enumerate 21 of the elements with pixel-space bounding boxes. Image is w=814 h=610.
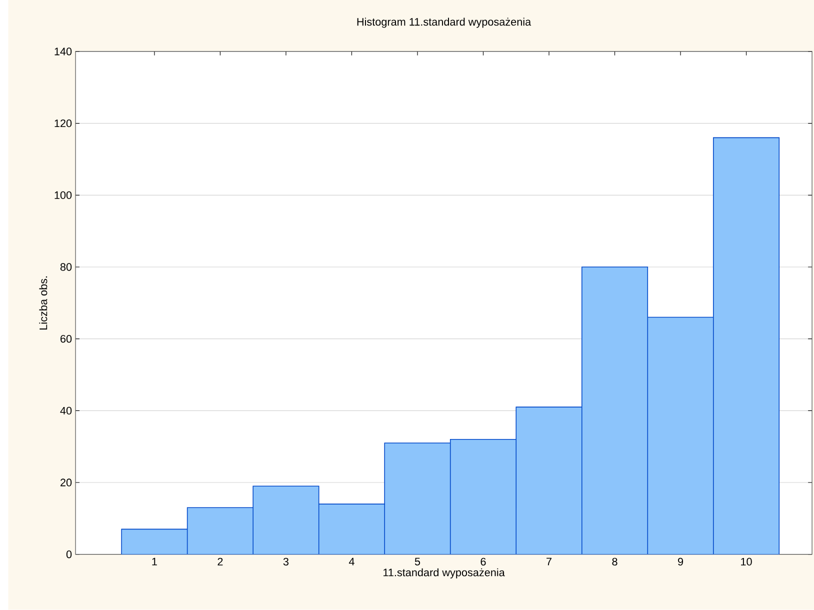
chart-title: Histogram 11.standard wyposażenia	[357, 18, 532, 28]
x-tick-label: 9	[678, 558, 684, 566]
y-tick-label: 120	[54, 120, 72, 128]
y-tick-label: 60	[60, 335, 72, 343]
y-tick-label: 20	[60, 478, 72, 486]
y-tick-label: 40	[60, 406, 72, 415]
x-tick-label: 3	[283, 558, 288, 566]
x-tick-label: 7	[546, 558, 552, 566]
x-tick-label: 1	[152, 558, 157, 566]
y-tick-label: 80	[60, 263, 72, 271]
x-tick-label: 2	[218, 558, 223, 566]
x-tick-label: 10	[741, 558, 752, 566]
x-axis-title: 11.standard wyposażenia	[383, 568, 505, 579]
y-tick-label: 100	[54, 191, 72, 200]
x-tick-label: 6	[480, 558, 486, 566]
y-tick-label: 0	[66, 550, 72, 558]
y-axis-title: Liczba obs.	[39, 276, 48, 330]
x-tick-label: 8	[612, 558, 618, 566]
y-tick-label: 140	[54, 48, 72, 56]
x-tick-label: 5	[414, 558, 420, 566]
x-tick-label: 4	[348, 558, 354, 566]
